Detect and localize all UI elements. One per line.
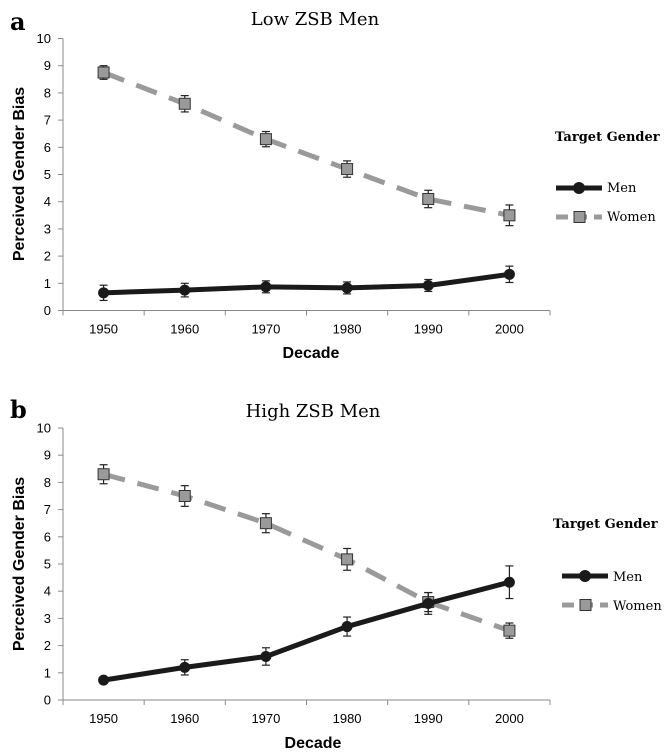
y-tick-label-b: 10 <box>37 421 51 436</box>
plot-area-b: 0 1 2 3 4 5 6 7 8 9 10 1950 1960 1970 1980 1990 2000 <box>37 421 551 726</box>
x-tick-label-b: 2000 <box>495 711 524 726</box>
data-point-men-b <box>179 661 191 673</box>
x-tick-label-b: 1970 <box>251 711 280 726</box>
data-point-men-a <box>179 284 191 296</box>
y-tick-label-a: 10 <box>37 31 51 46</box>
legend-a: Target Gender Men Women <box>555 130 660 225</box>
chart-title-b: High ZSB Men <box>246 401 381 422</box>
y-tick-label-b: 5 <box>44 557 51 572</box>
y-tick-label-a: 6 <box>44 140 51 155</box>
legend-label-men-b: Men <box>613 570 643 585</box>
y-tick-label-b: 2 <box>44 638 51 653</box>
legend-b: Target Gender Men Women <box>553 517 662 614</box>
legend-marker-women-a <box>573 211 586 223</box>
y-axis-title-a: Perceived Gender Bias <box>11 87 28 261</box>
data-point-women-b <box>341 553 354 566</box>
y-tick-label-b: 3 <box>44 611 51 626</box>
x-tick-label-a: 2000 <box>495 322 524 337</box>
data-point-men-a <box>260 281 272 293</box>
y-tick-label-b: 4 <box>44 584 51 599</box>
x-tick-label-a: 1950 <box>89 322 118 337</box>
y-tick-label-a: 1 <box>44 276 51 291</box>
y-tick-label-a: 3 <box>44 221 51 236</box>
x-axis-title-a: Decade <box>283 345 340 362</box>
y-tick-label-b: 6 <box>44 529 51 544</box>
x-axis-title-b: Decade <box>285 735 342 752</box>
legend-title-a: Target Gender <box>555 130 660 145</box>
legend-title-b: Target Gender <box>553 517 658 532</box>
legend-item-men-a: Men <box>556 181 637 196</box>
y-tick-label-b: 1 <box>44 665 51 680</box>
data-point-women-a <box>259 133 272 146</box>
data-point-women-b <box>178 490 191 502</box>
x-tick-label-a: 1960 <box>170 322 199 337</box>
panel-letter-a: a <box>10 7 26 36</box>
data-point-women-a <box>97 66 110 79</box>
y-tick-label-a: 9 <box>44 58 51 73</box>
chart-title-a: Low ZSB Men <box>251 9 380 30</box>
y-tick-label-a: 5 <box>44 167 51 182</box>
y-tick-label-a: 0 <box>44 303 51 318</box>
legend-marker-women-b <box>579 599 592 611</box>
legend-item-women-a: Women <box>556 210 656 225</box>
series-line-women-a <box>102 70 510 218</box>
data-point-women-b <box>503 624 516 637</box>
data-point-women-b <box>97 468 110 481</box>
y-tick-label-a: 2 <box>44 249 51 264</box>
y-tick-label-a: 8 <box>44 85 51 100</box>
y-tick-label-b: 7 <box>44 502 51 517</box>
legend-marker-men-a <box>573 182 585 194</box>
data-point-men-b <box>422 597 434 609</box>
plot-area-a: 0 1 2 3 4 5 6 7 8 9 10 1950 1960 1970 1980 1990 2000 <box>37 31 551 337</box>
y-tick-label-b: 0 <box>44 693 51 708</box>
data-point-men-b <box>341 621 353 633</box>
data-point-women-a <box>178 97 191 110</box>
panel-a: a Low ZSB Men Perceived Gender Bias Deca… <box>10 7 660 362</box>
data-point-men-b <box>98 674 110 686</box>
legend-item-women-b: Women <box>562 599 662 614</box>
series-line-men-b <box>103 579 511 683</box>
data-point-men-a <box>422 279 434 291</box>
y-tick-label-b: 8 <box>44 475 51 490</box>
legend-label-men-a: Men <box>607 181 637 196</box>
x-tick-label-a: 1970 <box>251 322 280 337</box>
x-tick-label-b: 1950 <box>89 711 118 726</box>
x-tick-label-a: 1980 <box>333 322 362 337</box>
data-point-men-b <box>260 650 272 662</box>
x-tick-label-b: 1980 <box>333 711 362 726</box>
y-tick-label-a: 7 <box>44 113 51 128</box>
legend-label-women-a: Women <box>607 210 656 225</box>
legend-marker-men-b <box>579 570 591 582</box>
data-point-men-a <box>341 282 353 294</box>
data-point-women-a <box>503 209 516 222</box>
data-point-women-a <box>341 163 354 176</box>
y-axis-title-b: Perceived Gender Bias <box>11 477 28 651</box>
data-point-men-a <box>98 287 110 299</box>
legend-item-men-b: Men <box>562 570 643 585</box>
x-tick-label-a: 1990 <box>414 322 443 337</box>
data-point-women-b <box>259 517 272 530</box>
panel-letter-b: b <box>10 395 27 424</box>
legend-label-women-b: Women <box>613 599 662 614</box>
panel-b: b High ZSB Men Perceived Gender Bias Dec… <box>10 395 662 752</box>
data-point-men-a <box>503 268 515 280</box>
y-tick-label-b: 9 <box>44 448 51 463</box>
data-point-men-b <box>503 576 515 588</box>
series-line-men-a <box>103 271 510 296</box>
series-line-women-b <box>102 471 511 633</box>
x-tick-label-b: 1990 <box>414 711 443 726</box>
y-tick-label-a: 4 <box>44 194 51 209</box>
x-tick-label-b: 1960 <box>170 711 199 726</box>
data-point-women-a <box>422 192 435 205</box>
